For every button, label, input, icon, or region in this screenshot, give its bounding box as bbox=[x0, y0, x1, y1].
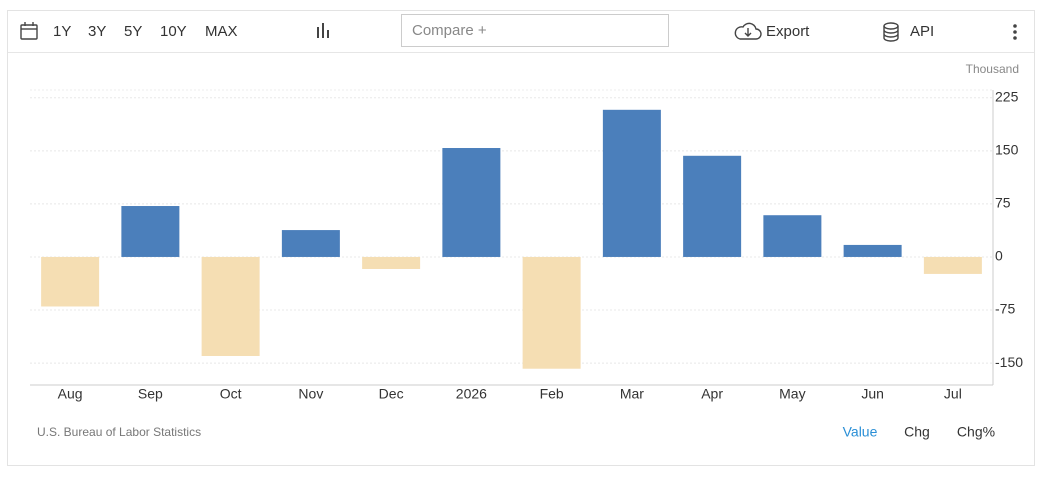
tab[interactable]: Value bbox=[843, 424, 878, 440]
bar bbox=[442, 148, 501, 257]
unit-label: Thousand bbox=[966, 62, 1019, 76]
compare-input[interactable] bbox=[401, 14, 669, 47]
plot: -150 -75 0 75 150 225 Aug Sep Oct Nov Dec 2026 Feb Ma… bbox=[30, 88, 1023, 402]
bar bbox=[683, 155, 742, 257]
y-tick-label: 75 bbox=[995, 195, 1011, 211]
export-button[interactable]: Export bbox=[766, 23, 810, 40]
chart-type-icon[interactable] bbox=[317, 23, 329, 38]
bar bbox=[843, 244, 902, 257]
range-button[interactable]: 5Y bbox=[124, 23, 142, 40]
calendar-icon[interactable] bbox=[20, 22, 38, 40]
x-tick-label: Oct bbox=[220, 386, 242, 402]
source: U.S. Bureau of Labor Statistics bbox=[37, 425, 201, 439]
y-tick-label: 0 bbox=[995, 248, 1003, 264]
x-tick-label: Nov bbox=[298, 386, 323, 402]
x-tick-label: Jun bbox=[861, 386, 884, 402]
bar bbox=[763, 215, 822, 257]
tab[interactable]: Chg bbox=[904, 424, 930, 440]
y-tick-label: 225 bbox=[995, 88, 1019, 104]
x-tick-label: Mar bbox=[620, 386, 644, 402]
x-tick-label: Apr bbox=[701, 386, 723, 402]
x-tick-label: Feb bbox=[540, 386, 564, 402]
x-tick-label: Sep bbox=[138, 386, 163, 402]
x-tick-label: Aug bbox=[58, 386, 83, 402]
x-tick-label: May bbox=[779, 386, 805, 402]
range-button[interactable]: 3Y bbox=[88, 23, 106, 40]
tabs: Value Chg Chg% bbox=[843, 424, 995, 440]
compare-placeholder: Compare + bbox=[412, 22, 487, 39]
y-tick-label: -75 bbox=[995, 301, 1015, 317]
range-button[interactable]: MAX bbox=[205, 23, 238, 40]
bar bbox=[281, 230, 340, 257]
tab[interactable]: Chg% bbox=[957, 424, 995, 440]
range-button[interactable]: 10Y bbox=[160, 23, 187, 40]
menu-icon[interactable] bbox=[1013, 24, 1017, 40]
bar bbox=[522, 256, 581, 369]
x-tick-label: 2026 bbox=[456, 386, 487, 402]
bar bbox=[602, 109, 661, 257]
bar bbox=[201, 256, 260, 356]
export-icon[interactable] bbox=[734, 22, 762, 40]
x-tick-label: Dec bbox=[379, 386, 404, 402]
bar bbox=[41, 256, 100, 307]
bar bbox=[923, 256, 982, 274]
api-icon[interactable] bbox=[883, 22, 899, 42]
y-tick-label: -150 bbox=[995, 354, 1023, 370]
y-tick-label: 150 bbox=[995, 142, 1019, 158]
bar bbox=[362, 256, 421, 269]
range-button[interactable]: 1Y bbox=[53, 23, 71, 40]
x-tick-label: Jul bbox=[944, 386, 962, 402]
bar bbox=[121, 206, 180, 257]
api-button[interactable]: API bbox=[910, 23, 934, 40]
